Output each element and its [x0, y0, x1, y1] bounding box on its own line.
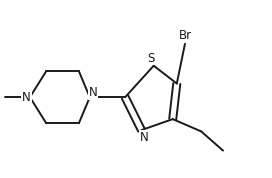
Text: N: N: [140, 131, 149, 144]
Text: S: S: [147, 52, 155, 65]
Text: N: N: [89, 86, 97, 99]
Text: Br: Br: [178, 29, 191, 42]
Text: N: N: [22, 91, 31, 104]
